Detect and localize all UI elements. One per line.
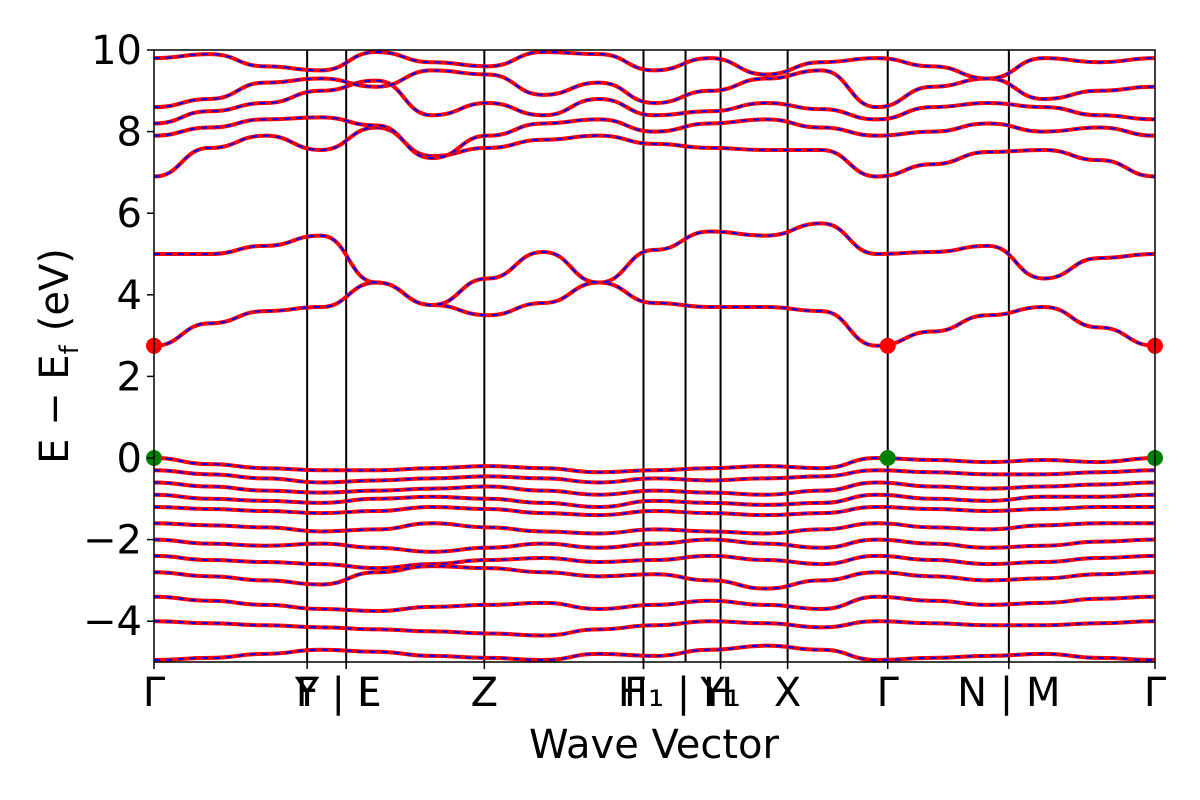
band-edge-marker: [879, 337, 896, 354]
x-tick-label: Γ: [877, 670, 900, 716]
band-line: [154, 480, 1155, 497]
x-axis-ticks: Γ YF | FL Z FH₁ | HY₁ X Γ N | M Γ: [143, 662, 1167, 716]
band-line-dashed: [154, 79, 1155, 125]
y-axis-title-main: E − E: [32, 354, 78, 464]
band-line: [154, 468, 1155, 485]
band-line: [154, 553, 1155, 571]
band-line-dashed: [154, 565, 1155, 590]
y-tick-label: −2: [83, 518, 142, 564]
x-tick-label: F | F: [296, 670, 381, 716]
band-line: [154, 492, 1155, 509]
bands-group: [154, 50, 1155, 662]
band-edge-marker: [879, 450, 896, 466]
y-tick-label: 0: [117, 436, 142, 482]
x-axis-title: Wave Vector: [529, 722, 780, 768]
band-line: [154, 521, 1155, 536]
band-line: [154, 619, 1155, 638]
band-line: [154, 594, 1155, 614]
x-tick-label: Γ: [1144, 670, 1167, 716]
y-axis-title: E − Ef (eV): [32, 248, 85, 464]
band-line-dashed: [154, 222, 1155, 307]
y-tick-label: 2: [117, 354, 142, 400]
plot-frame: [153, 49, 1156, 663]
high-symmetry-lines: [306, 50, 1010, 662]
band-line: [154, 504, 1155, 518]
band-line: [154, 455, 1155, 475]
x-tick-label: Z: [471, 670, 498, 716]
y-axis-title-subscript: f: [55, 344, 85, 354]
y-axis-title-unit: (eV): [32, 248, 78, 331]
y-axis-ticks: −4 −2 0 2 4 6 8 10: [83, 28, 154, 645]
plot-background: [154, 50, 1155, 662]
x-tick-label: Γ: [143, 670, 166, 716]
x-tick-label: H₁ | H: [618, 670, 733, 716]
x-tick-label: Y: [294, 670, 320, 716]
y-tick-label: −4: [83, 599, 142, 645]
x-tick-label: N | M: [957, 670, 1060, 716]
x-tick-label: X: [774, 670, 801, 716]
band-line-dashed: [154, 281, 1155, 347]
x-tick-label: L: [357, 670, 380, 716]
band-line-dashed: [154, 126, 1155, 178]
y-tick-label: 6: [117, 191, 142, 237]
y-tick-label: 4: [117, 273, 142, 319]
band-line-dashed: [154, 116, 1155, 160]
x-tick-label: F: [624, 670, 647, 716]
band-line-dashed: [154, 51, 1155, 80]
band-line: [154, 537, 1155, 554]
y-tick-label: 10: [91, 28, 142, 74]
y-tick-label: 8: [117, 110, 142, 156]
x-tick-label: Y₁: [699, 670, 740, 716]
band-line: [154, 643, 1155, 662]
